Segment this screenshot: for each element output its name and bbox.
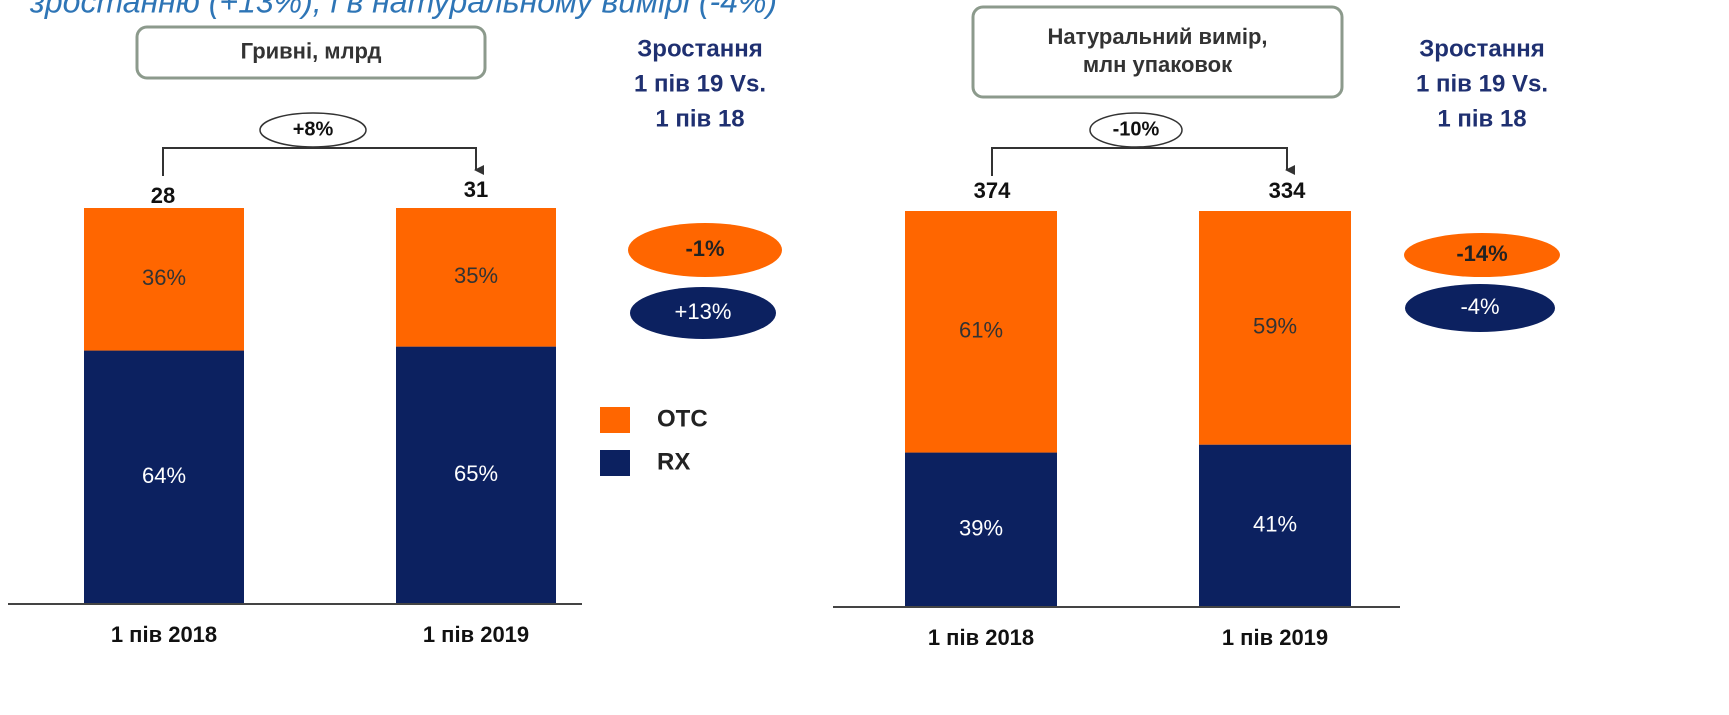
growth-header: 1 пів 19 Vs.: [1416, 70, 1548, 97]
segment-label: 59%: [1253, 314, 1297, 339]
segment-label: 64%: [142, 463, 186, 488]
growth-badge: [628, 223, 782, 277]
x-tick-label: 1 пів 2018: [111, 622, 217, 647]
bar-segment: [396, 346, 556, 604]
growth-badge: [1404, 233, 1560, 277]
growth-header: 1 пів 18: [1437, 105, 1526, 132]
growth-label: -1%: [685, 236, 724, 261]
growth-header: Зростання: [1419, 35, 1544, 62]
change-label: -10%: [1113, 118, 1160, 140]
legend-label: RX: [657, 448, 690, 475]
segment-label: 61%: [959, 318, 1003, 343]
legend-label: OTC: [657, 405, 708, 432]
bar-segment: [84, 208, 244, 351]
slide-title: зростанню (+13%), і в натуральному вимір…: [29, 0, 777, 19]
bar-segment: [396, 208, 556, 347]
bar-segment: [905, 452, 1057, 607]
chart-title: Гривні, млрд: [241, 38, 382, 63]
growth-header: 1 пів 19 Vs.: [634, 70, 766, 97]
bar-segment: [1199, 211, 1351, 445]
growth-header: Зростання: [637, 35, 762, 62]
change-bracket: [991, 147, 1295, 176]
bar-segment: [905, 211, 1057, 453]
growth-header: 1 пів 18: [655, 105, 744, 132]
change-badge: [1089, 112, 1183, 148]
total-label: 28: [151, 183, 175, 208]
total-label: 374: [974, 178, 1011, 203]
x-tick-label: 1 пів 2019: [1222, 625, 1328, 650]
growth-label: -14%: [1456, 241, 1507, 266]
chart-title: млн упаковок: [1083, 52, 1233, 77]
bar-segment: [1199, 444, 1351, 607]
change-badge: [259, 112, 367, 148]
segment-label: 65%: [454, 461, 498, 486]
growth-label: -4%: [1460, 294, 1499, 319]
segment-label: 36%: [142, 265, 186, 290]
growth-badge: [1405, 284, 1555, 332]
title-box: [971, 5, 1344, 99]
total-label: 31: [464, 177, 488, 202]
bar-segment: [84, 350, 244, 604]
x-tick-label: 1 пів 2019: [423, 622, 529, 647]
legend-swatch: [600, 407, 630, 433]
total-label: 334: [1269, 178, 1306, 203]
title-box: [135, 25, 487, 80]
segment-label: 39%: [959, 516, 1003, 541]
growth-label: +13%: [675, 299, 732, 324]
chart-title: Натуральний вимір,: [1048, 24, 1268, 49]
growth-badge: [630, 287, 776, 339]
change-bracket: [162, 147, 484, 176]
legend-swatch: [600, 450, 630, 476]
x-tick-label: 1 пів 2018: [928, 625, 1034, 650]
change-label: +8%: [293, 118, 334, 140]
segment-label: 41%: [1253, 512, 1297, 537]
segment-label: 35%: [454, 263, 498, 288]
